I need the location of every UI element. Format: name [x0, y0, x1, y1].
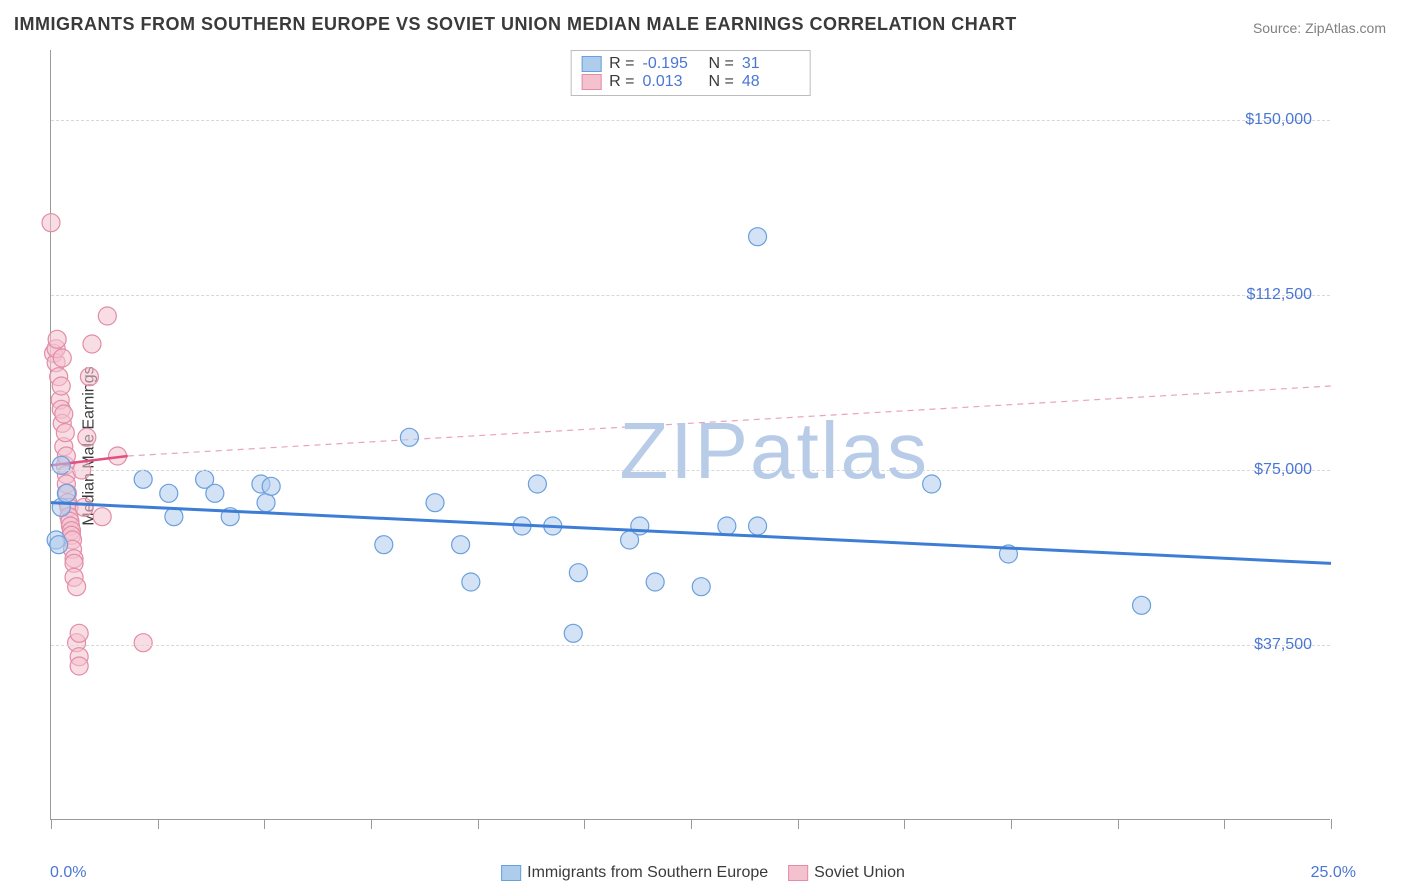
- n-label: N =: [709, 55, 734, 73]
- x-tick: [691, 819, 692, 829]
- grid-line: [51, 645, 1330, 646]
- x-tick: [1118, 819, 1119, 829]
- legend-item-2: Soviet Union: [788, 864, 905, 882]
- y-tick-label: $75,000: [1254, 461, 1312, 479]
- x-tick: [584, 819, 585, 829]
- x-tick: [904, 819, 905, 829]
- legend-item-1: Immigrants from Southern Europe: [501, 864, 768, 882]
- x-tick: [158, 819, 159, 829]
- y-tick-label: $37,500: [1254, 636, 1312, 654]
- swatch-series-1-bottom: [501, 865, 521, 881]
- chart-svg: [51, 50, 1331, 820]
- r-value-2: 0.013: [643, 73, 701, 91]
- n-label: N =: [709, 73, 734, 91]
- grid-line: [51, 295, 1330, 296]
- series-legend: Immigrants from Southern Europe Soviet U…: [501, 864, 905, 882]
- swatch-series-2-bottom: [788, 865, 808, 881]
- r-label: R =: [609, 73, 634, 91]
- x-tick: [1331, 819, 1332, 829]
- x-tick: [264, 819, 265, 829]
- grid-line: [51, 470, 1330, 471]
- r-value-1: -0.195: [643, 55, 701, 73]
- source-attribution: Source: ZipAtlas.com: [1253, 20, 1386, 36]
- grid-line: [51, 120, 1330, 121]
- x-tick: [1011, 819, 1012, 829]
- x-tick: [1224, 819, 1225, 829]
- n-value-2: 48: [742, 73, 800, 91]
- x-axis-end-label: 25.0%: [1311, 864, 1356, 882]
- series-1-name: Immigrants from Southern Europe: [527, 864, 768, 882]
- x-tick: [478, 819, 479, 829]
- y-tick-label: $112,500: [1246, 286, 1312, 304]
- n-value-1: 31: [742, 55, 800, 73]
- y-tick-label: $150,000: [1245, 111, 1312, 129]
- swatch-series-2: [581, 74, 601, 90]
- r-label: R =: [609, 55, 634, 73]
- plot-area: R = -0.195 N = 31 R = 0.013 N = 48 $37,5…: [50, 50, 1330, 820]
- series-2-name: Soviet Union: [814, 864, 905, 882]
- x-tick: [51, 819, 52, 829]
- chart-title: IMMIGRANTS FROM SOUTHERN EUROPE VS SOVIE…: [14, 14, 1017, 35]
- legend-row-series-1: R = -0.195 N = 31: [581, 55, 800, 73]
- correlation-legend: R = -0.195 N = 31 R = 0.013 N = 48: [570, 50, 811, 96]
- swatch-series-1: [581, 56, 601, 72]
- legend-row-series-2: R = 0.013 N = 48: [581, 73, 800, 91]
- x-tick: [371, 819, 372, 829]
- x-axis-start-label: 0.0%: [50, 864, 86, 882]
- x-tick: [798, 819, 799, 829]
